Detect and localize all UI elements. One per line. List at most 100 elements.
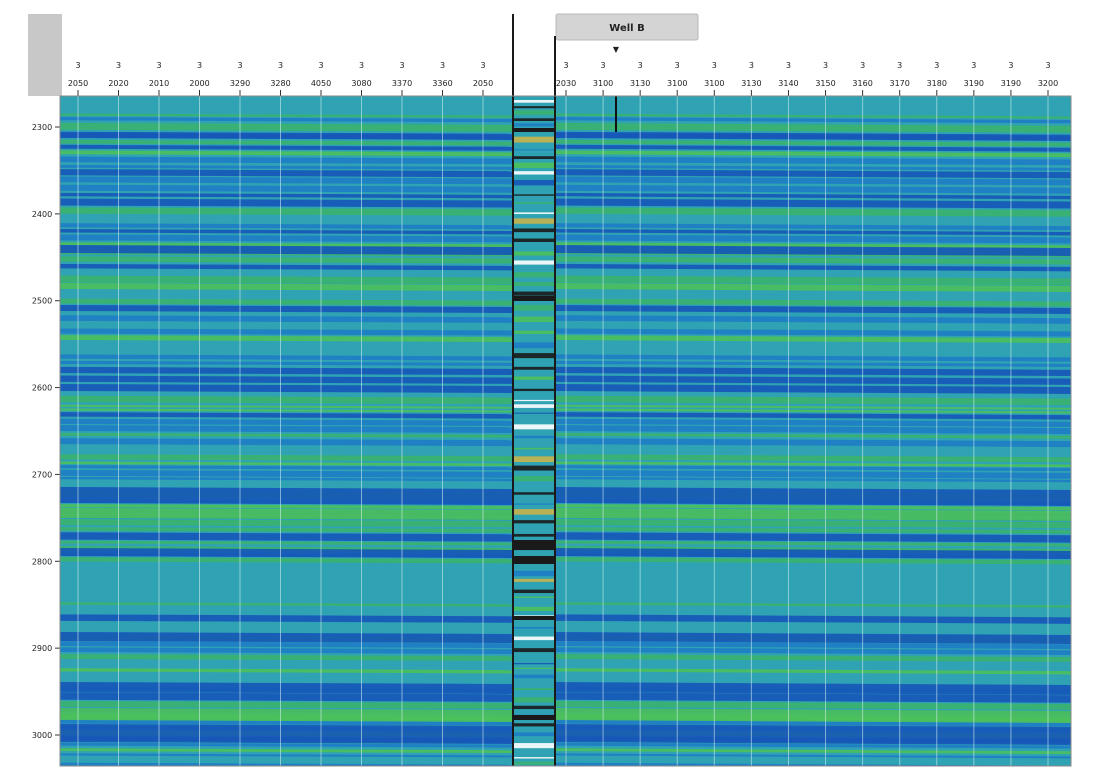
well-marker-icon: ▼: [613, 45, 620, 54]
reflector-band: [60, 438, 513, 447]
trace-number-label: 3170: [890, 79, 910, 88]
trace-line-label: 3: [399, 61, 404, 70]
reflector-band: [60, 762, 513, 766]
well-log-segment: [514, 533, 555, 537]
reflector-band: [60, 753, 513, 758]
reflector-band: [60, 144, 513, 151]
reflector-band: [60, 602, 513, 607]
well-log-segment: [514, 353, 555, 359]
reflector-band: [556, 133, 1071, 141]
well-log-segment: [514, 388, 555, 392]
trace-line-label: 3: [638, 61, 643, 70]
reflector-band: [556, 647, 1071, 655]
seismic-panel-right[interactable]: [556, 96, 1071, 768]
reflector-band: [556, 548, 1071, 559]
reflector-band: [60, 487, 513, 505]
reflector-band: [556, 360, 1071, 367]
reflector-band: [556, 223, 1071, 231]
reflector-band: [60, 305, 513, 313]
trace-number-label: 2000: [189, 79, 209, 88]
reflector-band: [556, 150, 1071, 158]
well-log-segment: [514, 136, 555, 143]
seismic-panel-left[interactable]: [60, 96, 513, 767]
reflector-band: [60, 192, 513, 199]
trace-line-label: 3: [197, 61, 202, 70]
well-log-segment: [514, 667, 555, 669]
trace-number-label: 2050: [473, 79, 493, 88]
reflector-band: [60, 229, 513, 235]
well-log-segment: [514, 578, 555, 582]
right-trace-header: 3 2030 3 3100 3 3130 3 3100 3 3100 3 3130 3 3140 3 3150…: [556, 61, 1058, 96]
reflector-band: [60, 275, 513, 285]
well-log-segment: [514, 218, 555, 224]
reflector-band: [556, 708, 1071, 723]
reflector-band: [556, 614, 1071, 624]
reflector-band: [556, 748, 1071, 755]
well-log-segment: [514, 149, 555, 151]
reflector-band: [556, 117, 1071, 124]
well-log-segment: [514, 570, 555, 577]
well-log-segment: [514, 316, 555, 323]
reflector-band: [60, 527, 513, 533]
reflector-band: [556, 418, 1071, 427]
well-log-segment: [514, 556, 555, 564]
reflector-band: [556, 724, 1071, 745]
reflector-band: [60, 408, 513, 413]
well-log-segment: [514, 179, 555, 186]
trace-line-label: 3: [712, 61, 717, 70]
reflector-band: [556, 408, 1071, 414]
reflector-band: [60, 122, 513, 132]
reflector-band: [556, 328, 1071, 337]
trace-number-label: 3190: [964, 79, 984, 88]
well-log-segment: [514, 688, 555, 691]
trace-line-label: 3: [116, 61, 121, 70]
reflector-band: [60, 139, 513, 146]
reflector-band: [60, 133, 513, 140]
trace-line-label: 3: [480, 61, 485, 70]
trace-line-label: 3: [934, 61, 939, 70]
trace-line-label: 3: [359, 61, 364, 70]
trace-line-label: 3: [823, 61, 828, 70]
reflector-band: [60, 504, 513, 510]
well-log-segment: [514, 296, 555, 301]
well-log-segment: [514, 596, 555, 598]
well-log-segment: [514, 118, 555, 121]
trace-line-label: 3: [156, 61, 161, 70]
reflector-band: [556, 207, 1071, 217]
well-log-segment: [514, 399, 555, 402]
reflector-band: [556, 654, 1071, 662]
reflector-band: [556, 305, 1071, 314]
well-log-segment: [514, 123, 555, 127]
reflector-band: [60, 263, 513, 271]
well-log-segment: [514, 520, 555, 524]
reflector-band: [556, 184, 1071, 194]
reflector-band: [556, 465, 1071, 472]
reflector-band: [556, 366, 1071, 377]
reflector-band: [556, 487, 1071, 506]
trace-number-label: 3140: [778, 79, 798, 88]
trace-number-label: 3130: [741, 79, 761, 88]
reflector-band: [60, 169, 513, 178]
reflector-band: [60, 335, 513, 343]
well-log-segment: [514, 435, 555, 439]
reflector-band: [60, 432, 513, 438]
reflector-band: [556, 234, 1071, 244]
reflector-band: [60, 548, 513, 558]
well-log-segment: [514, 761, 555, 765]
time-axis: 2300 2400 2500 2600 2700 2800 2900 3000: [32, 123, 60, 740]
reflector-band: [60, 164, 513, 170]
reflector-band: [556, 315, 1071, 324]
well-log-track[interactable]: [514, 96, 555, 766]
reflector-band: [556, 412, 1071, 420]
reflector-band: [60, 654, 513, 661]
reflector-band: [556, 632, 1071, 644]
reflector-band: [60, 176, 513, 185]
well-header-tab[interactable]: Well B ▼: [555, 13, 699, 54]
trace-number-label: 2030: [556, 79, 576, 88]
trace-line-label: 3: [278, 61, 283, 70]
well-log-segment: [514, 376, 555, 380]
reflector-band: [60, 354, 513, 361]
trace-line-label: 3: [563, 61, 568, 70]
trace-line-label: 3: [75, 61, 80, 70]
